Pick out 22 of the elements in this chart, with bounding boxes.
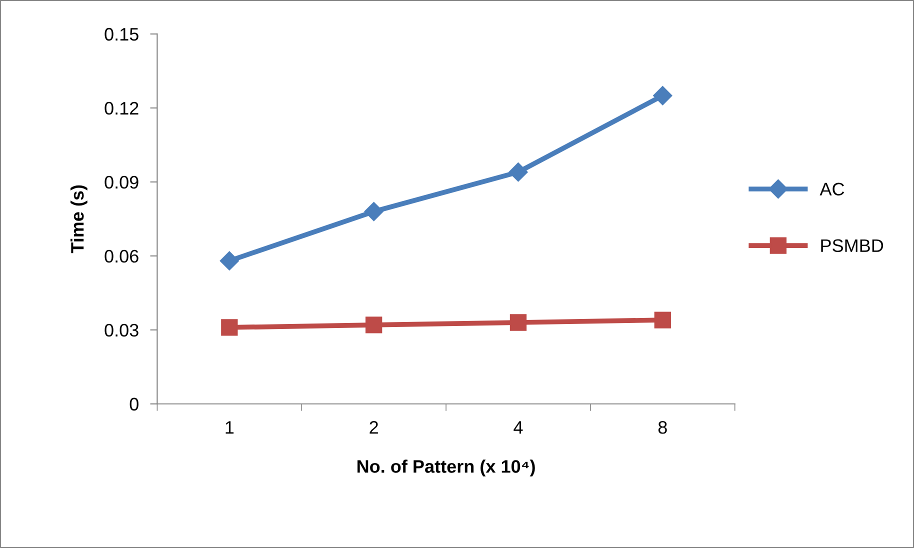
legend-label: AC	[820, 182, 844, 196]
y-axis-title: Time (s)	[70, 185, 88, 254]
point	[510, 314, 527, 331]
x-tick-label: 1	[226, 421, 234, 434]
point	[653, 86, 672, 106]
y-tick-label: 0.06	[104, 250, 138, 263]
x-tick-label: 2	[370, 421, 378, 434]
point	[220, 251, 239, 270]
point	[221, 319, 238, 336]
y-tick-label: 0.12	[104, 102, 138, 115]
point	[654, 312, 671, 328]
y-tick-label: 0.03	[104, 324, 138, 337]
point	[508, 162, 528, 182]
x-axis-title: No. of Pattern (x 10⁴)	[358, 460, 535, 476]
legend-label: PSMBD	[821, 239, 884, 252]
y-tick-label: 0.09	[104, 176, 138, 189]
y-tick-label: 0.15	[104, 28, 138, 41]
x-tick-label: 4	[514, 421, 523, 434]
point	[365, 316, 382, 334]
y-tick-label: 0	[130, 398, 138, 411]
x-tick-label: 8	[658, 421, 667, 434]
point	[364, 202, 384, 222]
